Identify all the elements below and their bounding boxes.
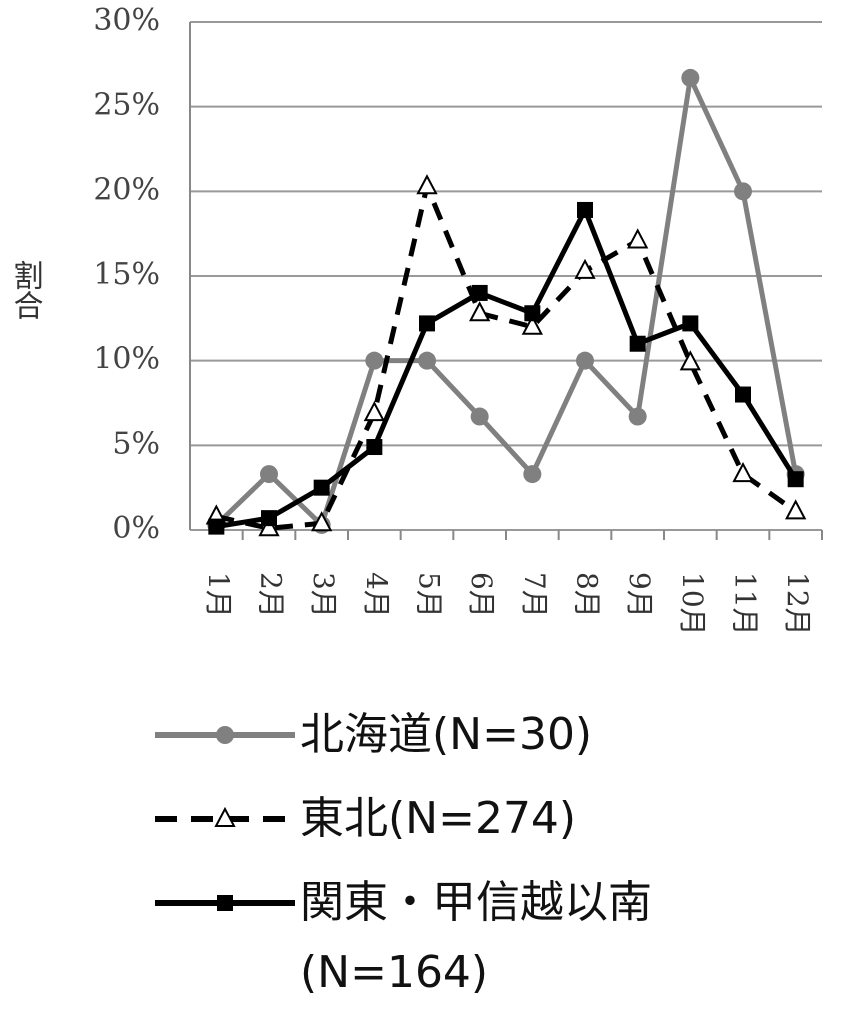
marker <box>208 518 225 535</box>
chart: 割合 0% 5% 10% 15% 20% 25% 30% 1月 2月 3月 4月 5月 6月 7月 8月 9月… <box>8 3 823 636</box>
marker <box>214 806 236 827</box>
x-tick-label: 1月 <box>202 572 235 618</box>
marker <box>258 516 280 537</box>
y-tick-label: 30% <box>93 3 160 38</box>
marker <box>416 174 438 195</box>
x-tick-label: 9月 <box>623 572 656 618</box>
marker <box>628 407 647 426</box>
x-tick-label: 12月 <box>781 572 814 636</box>
legend-item: 北海道(N=30) <box>150 700 790 770</box>
legend: 北海道(N=30) 東北(N=274) 関東・甲信越以南(N=164) <box>150 700 790 1022</box>
marker <box>679 350 701 371</box>
marker <box>524 305 541 322</box>
y-tick-label: 0% <box>112 511 160 546</box>
legend-label: 東北(N=274) <box>300 793 577 844</box>
legend-swatch <box>155 895 295 911</box>
y-tick-label: 25% <box>93 88 160 123</box>
marker <box>681 68 700 87</box>
marker <box>217 895 233 911</box>
x-tick-label: 3月 <box>307 572 340 618</box>
marker <box>574 258 596 279</box>
marker <box>576 351 594 370</box>
marker <box>682 315 699 332</box>
y-tick-label: 5% <box>112 426 160 461</box>
marker <box>418 351 436 370</box>
marker <box>366 439 383 456</box>
marker <box>363 401 385 422</box>
marker <box>735 386 751 403</box>
series-line <box>214 69 799 530</box>
marker <box>732 461 754 483</box>
marker <box>260 465 278 484</box>
x-tick-label: 2月 <box>255 572 288 618</box>
marker <box>216 726 234 744</box>
marker <box>577 201 593 218</box>
legend-swatch <box>155 726 295 744</box>
marker <box>627 228 649 249</box>
marker <box>419 315 435 332</box>
marker <box>734 182 752 201</box>
y-tick-label: 20% <box>93 172 160 207</box>
marker <box>311 511 333 532</box>
y-tick-label: 15% <box>93 257 160 292</box>
marker <box>471 284 488 301</box>
legend-swatch <box>155 806 295 827</box>
x-tick-label: 5月 <box>413 572 446 618</box>
x-tick-label: 6月 <box>465 572 498 618</box>
marker <box>785 499 807 520</box>
legend-item: 東北(N=274) <box>150 784 790 854</box>
marker <box>470 407 489 426</box>
x-tick-label: 7月 <box>518 572 551 618</box>
x-tick-label: 4月 <box>360 572 393 618</box>
legend-label: 北海道(N=30) <box>300 709 593 760</box>
marker <box>521 314 543 335</box>
x-tick-label: 10月 <box>676 572 709 636</box>
x-tick-label: 8月 <box>571 572 604 618</box>
marker <box>313 479 330 496</box>
marker <box>523 465 542 484</box>
marker <box>629 335 646 352</box>
marker <box>261 510 277 527</box>
y-tick-label: 10% <box>93 342 160 377</box>
series-line <box>215 178 798 531</box>
x-tick-label: 11月 <box>729 572 762 636</box>
marker <box>365 351 384 370</box>
marker <box>469 301 491 322</box>
series-line <box>215 203 798 530</box>
y-axis-label: 割合 <box>8 260 43 320</box>
marker <box>787 471 804 488</box>
legend-label: 関東・甲信越以南(N=164) <box>300 877 652 998</box>
legend-item: 関東・甲信越以南(N=164) <box>150 868 790 1008</box>
